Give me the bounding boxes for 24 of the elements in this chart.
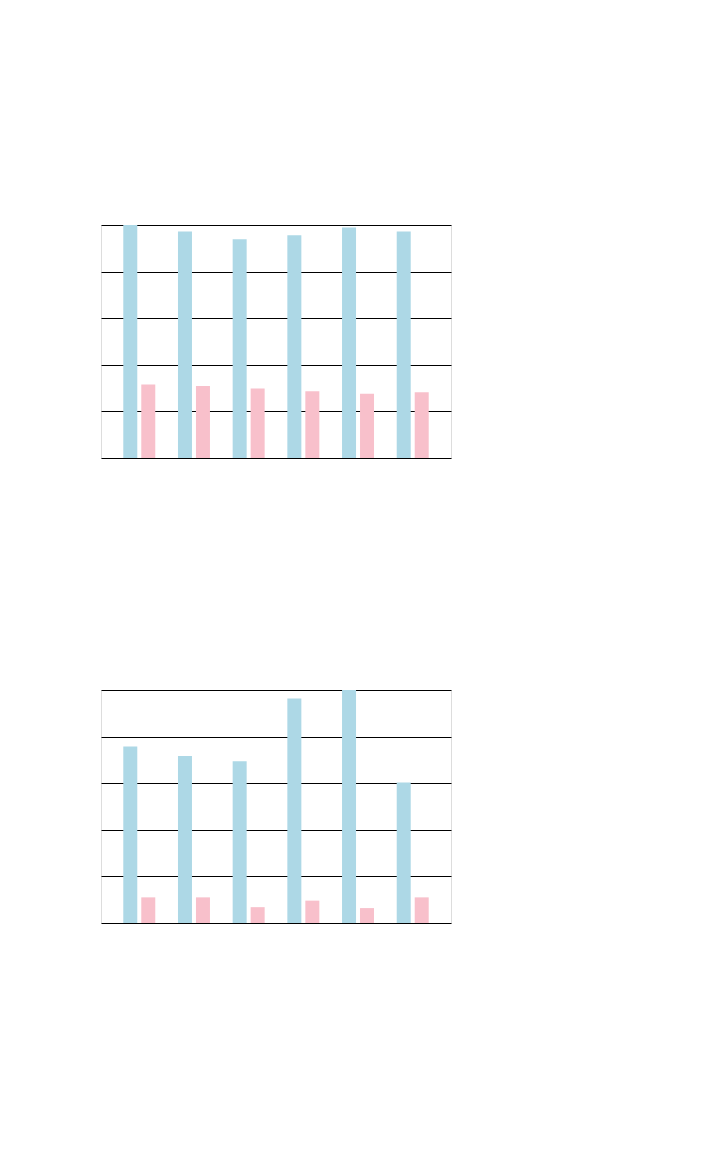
bar (195, 386, 210, 458)
bar (250, 907, 265, 923)
bar (342, 227, 357, 458)
bar (232, 761, 247, 923)
bar (141, 897, 156, 923)
bar (123, 746, 138, 923)
bar (141, 384, 156, 458)
bar (287, 698, 302, 923)
bar (396, 782, 411, 923)
bar (396, 231, 411, 458)
bar (360, 908, 375, 923)
bar (177, 231, 192, 458)
bar (232, 239, 247, 458)
bar (195, 897, 210, 923)
bar (250, 388, 265, 458)
bar (305, 391, 320, 458)
bar (414, 392, 429, 458)
bar (177, 755, 192, 923)
bar (305, 900, 320, 923)
bar (123, 225, 138, 458)
bar (360, 393, 375, 458)
bar (342, 690, 357, 923)
bar (287, 235, 302, 458)
bar (414, 897, 429, 923)
